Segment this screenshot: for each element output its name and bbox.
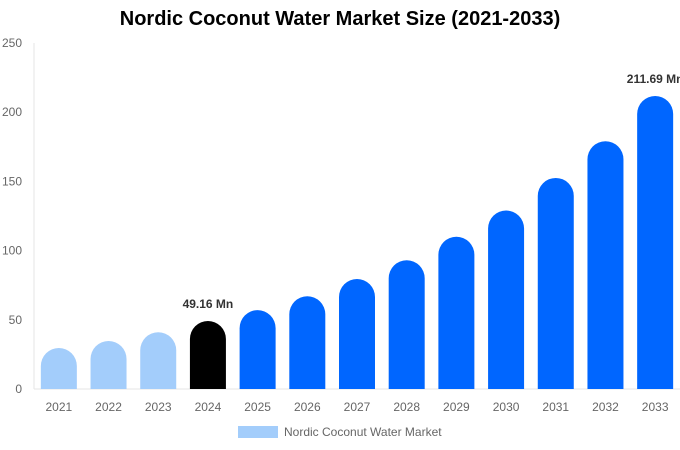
bar (339, 278, 375, 389)
x-tick-label: 2028 (393, 400, 420, 414)
data-label: 49.16 Mn (183, 297, 234, 311)
data-label: 211.69 Mn (627, 72, 680, 86)
y-tick-label: 200 (2, 105, 22, 119)
bar (587, 141, 624, 389)
x-tick-label: 2025 (244, 400, 271, 414)
x-tick-label: 2029 (443, 400, 470, 414)
x-tick-label: 2027 (344, 400, 371, 414)
x-tick-label: 2030 (493, 400, 520, 414)
x-tick-label: 2033 (642, 400, 669, 414)
y-tick-label: 100 (2, 244, 22, 258)
bar (537, 177, 574, 389)
x-tick-label: 2031 (542, 400, 569, 414)
y-tick-label: 50 (9, 313, 23, 327)
bar (189, 320, 226, 389)
bar (90, 340, 127, 389)
bar (239, 310, 276, 389)
legend-swatch (238, 426, 278, 438)
chart-title: Nordic Coconut Water Market Size (2021-2… (119, 8, 561, 30)
bar (140, 332, 177, 389)
bar (637, 96, 674, 389)
bar (488, 210, 525, 389)
y-tick-label: 150 (2, 174, 22, 188)
x-tick-label: 2032 (592, 400, 619, 414)
legend-label: Nordic Coconut Water Market (284, 425, 442, 439)
bar (438, 236, 475, 389)
bar (388, 260, 425, 389)
x-tick-label: 2024 (195, 400, 222, 414)
y-tick-label: 0 (15, 382, 22, 396)
x-tick-label: 2021 (45, 400, 72, 414)
bar (40, 348, 77, 389)
x-tick-label: 2026 (294, 400, 321, 414)
x-tick-label: 2023 (145, 400, 172, 414)
x-tick-label: 2022 (95, 400, 122, 414)
y-tick-label: 250 (2, 36, 22, 50)
bar (289, 296, 326, 389)
legend: Nordic Coconut Water Market (238, 425, 442, 439)
